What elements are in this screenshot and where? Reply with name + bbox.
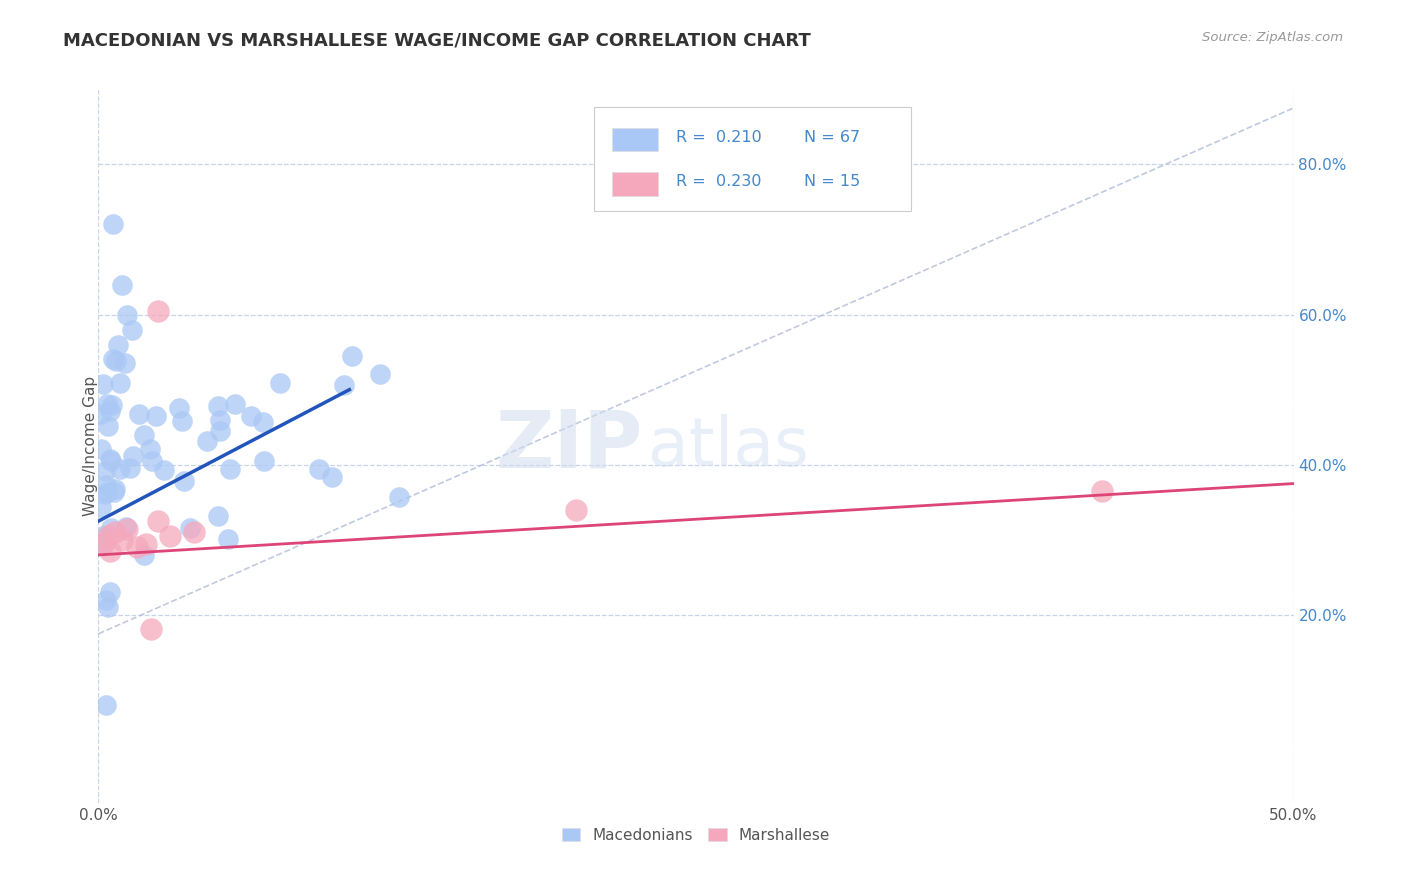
Point [91, 529, 114, 543]
Text: ZIP: ZIP [495, 407, 643, 485]
FancyBboxPatch shape [595, 107, 911, 211]
Point [240, 409, 263, 423]
Point [208, 424, 231, 438]
Point [100, 398, 122, 412]
Text: R =  0.210: R = 0.210 [676, 129, 762, 145]
Point [138, 442, 160, 456]
Point [111, 277, 134, 292]
Point [125, 541, 148, 555]
Point [139, 622, 162, 636]
Point [172, 414, 194, 428]
Point [1091, 484, 1114, 499]
Point [209, 412, 232, 426]
Point [217, 532, 239, 546]
Point [104, 525, 127, 540]
Point [114, 356, 136, 370]
Point [91, 536, 114, 550]
Y-axis label: Wage/Income Gap: Wage/Income Gap [83, 376, 97, 516]
Point [121, 322, 143, 336]
Point [565, 503, 588, 517]
Point [159, 529, 181, 543]
Point [111, 533, 134, 547]
Point [122, 450, 145, 464]
Point [90, 500, 112, 515]
Point [94, 478, 117, 492]
Point [115, 522, 138, 536]
Point [179, 521, 201, 535]
Point [97, 529, 120, 543]
Point [115, 520, 138, 534]
Point [97, 600, 120, 615]
Point [94, 464, 117, 478]
Point [141, 454, 163, 468]
Point [134, 548, 156, 562]
Point [308, 461, 330, 475]
Point [370, 367, 392, 381]
Point [90, 407, 112, 421]
Point [321, 470, 343, 484]
Point [224, 397, 246, 411]
Point [98, 404, 121, 418]
Point [108, 462, 131, 476]
Point [90, 442, 112, 456]
Point [148, 514, 170, 528]
Point [148, 303, 170, 318]
Point [100, 454, 122, 468]
Point [207, 399, 229, 413]
Point [252, 415, 274, 429]
Point [167, 401, 190, 416]
Point [101, 352, 124, 367]
Point [93, 537, 115, 551]
Text: Source: ZipAtlas.com: Source: ZipAtlas.com [1202, 31, 1343, 45]
Point [340, 349, 363, 363]
Point [135, 536, 157, 550]
Point [173, 474, 195, 488]
Text: atlas: atlas [648, 415, 808, 481]
Point [269, 376, 291, 390]
Text: N = 67: N = 67 [804, 129, 859, 145]
Point [253, 454, 276, 468]
Text: MACEDONIAN VS MARSHALLESE WAGE/INCOME GAP CORRELATION CHART: MACEDONIAN VS MARSHALLESE WAGE/INCOME GA… [63, 31, 811, 49]
Point [195, 434, 218, 448]
Point [118, 461, 141, 475]
Point [98, 544, 122, 558]
Point [94, 698, 117, 713]
Point [96, 485, 118, 500]
Point [153, 463, 176, 477]
Point [93, 487, 115, 501]
Point [183, 525, 205, 540]
Point [91, 377, 114, 392]
Point [94, 593, 117, 607]
Point [218, 462, 240, 476]
Bar [613, 128, 658, 151]
Point [100, 521, 122, 535]
Point [103, 485, 125, 500]
Point [145, 409, 167, 424]
Point [107, 337, 129, 351]
Point [388, 490, 411, 504]
Point [97, 419, 120, 434]
Point [98, 585, 122, 599]
Point [100, 452, 122, 467]
Point [128, 407, 150, 421]
Bar [613, 172, 658, 195]
Point [104, 482, 127, 496]
Point [96, 397, 118, 411]
Point [207, 508, 229, 523]
Text: R =  0.230: R = 0.230 [676, 175, 761, 189]
Point [332, 377, 354, 392]
Point [101, 218, 124, 232]
Point [134, 427, 156, 442]
Text: N = 15: N = 15 [804, 175, 860, 189]
Point [104, 354, 127, 368]
Point [115, 308, 138, 322]
Point [108, 376, 131, 390]
Legend: Macedonians, Marshallese: Macedonians, Marshallese [555, 822, 837, 848]
